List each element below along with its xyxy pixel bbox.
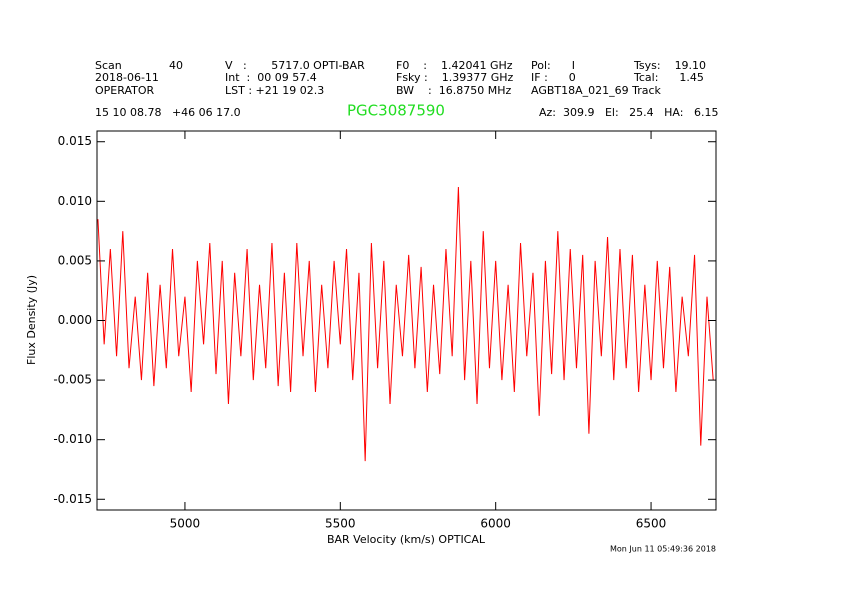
- y-tick-label: 0.005: [58, 253, 92, 267]
- header-text: Az: 309.9 El: 25.4 HA: 6.15: [539, 106, 718, 119]
- header-text: Tcal: 1.45: [633, 71, 704, 84]
- x-tick-label: 5500: [325, 517, 356, 531]
- header-text: IF : 0: [531, 71, 576, 84]
- y-tick-label: 0.010: [58, 194, 92, 208]
- header-text: Fsky : 1.39377 GHz: [396, 71, 514, 84]
- header-text: OPERATOR: [95, 84, 154, 97]
- y-tick-label: 0.000: [58, 313, 92, 327]
- y-tick-label: 0.015: [58, 134, 92, 148]
- header-text: Pol: I: [531, 59, 575, 72]
- y-tick-label: -0.015: [53, 492, 92, 506]
- spectrum-line: [97, 187, 714, 462]
- header-text: BW : 16.8750 MHz: [396, 84, 511, 97]
- header-text: 15 10 08.78 +46 06 17.0: [95, 106, 241, 119]
- x-axis-label: BAR Velocity (km/s) OPTICAL: [327, 533, 486, 546]
- y-tick-label: -0.005: [53, 373, 92, 387]
- header-text: F0 : 1.42041 GHz: [396, 59, 513, 72]
- x-tick-label: 6500: [636, 517, 667, 531]
- header-text: V : 5717.0 OPTI-BAR: [225, 59, 365, 72]
- header-text: Scan: [95, 59, 122, 72]
- y-axis-label: Flux Density (Jy): [25, 275, 38, 365]
- chart-title: PGC3087590: [347, 102, 445, 120]
- y-tick-label: -0.010: [53, 432, 92, 446]
- header-text: Tsys: 19.10: [633, 59, 706, 72]
- header-text: Int : 00 09 57.4: [225, 71, 317, 84]
- x-tick-label: 5000: [170, 517, 201, 531]
- timestamp: Mon Jun 11 05:49:36 2018: [610, 545, 716, 554]
- header-text: AGBT18A_021_69 Track: [531, 84, 662, 97]
- header-text: LST : +21 19 02.3: [225, 84, 324, 97]
- header-text: 40: [169, 59, 183, 72]
- header-text: 2018-06-11: [95, 71, 159, 84]
- x-tick-label: 6000: [480, 517, 511, 531]
